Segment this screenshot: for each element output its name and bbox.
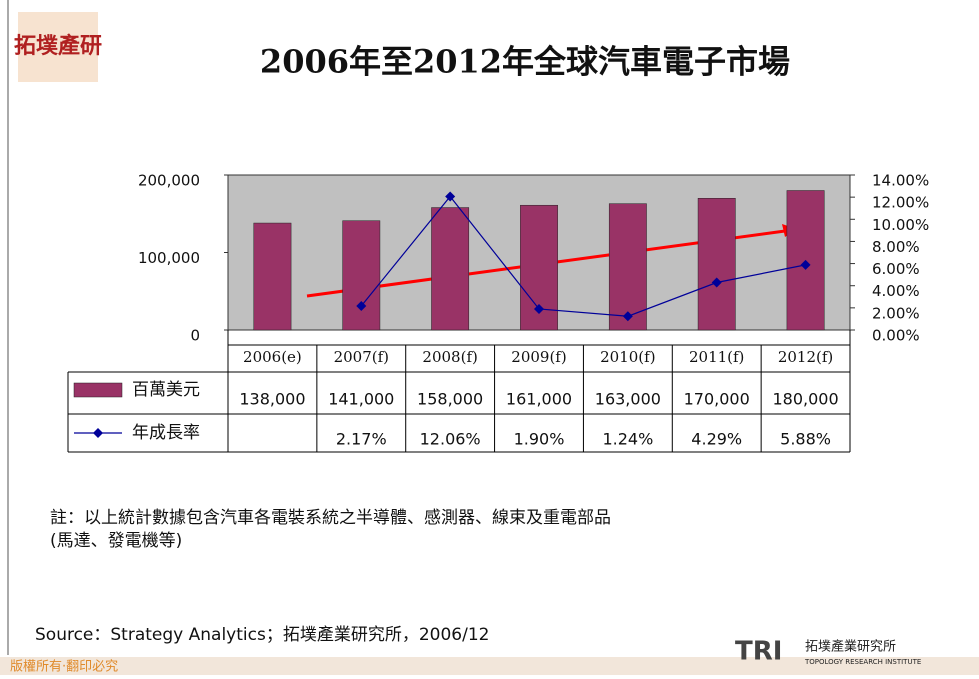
brand-logo: TRI <box>735 637 782 667</box>
bar <box>697 198 736 331</box>
table-value: 161,000 <box>506 390 572 409</box>
y2-tick-label: 12.00% <box>872 194 929 212</box>
table-value: 158,000 <box>417 390 483 409</box>
note: 註：以上統計數據包含汽車各電裝系統之半導體、感測器、線束及重電部品 <box>50 508 611 528</box>
table-value: 1.90% <box>514 430 565 449</box>
y2-tick-label: 4.00% <box>872 282 920 300</box>
table-value: 5.88% <box>780 430 831 449</box>
x-tick-label: 2010(f) <box>600 348 655 366</box>
line <box>360 195 806 317</box>
y2-tick-label: 10.00% <box>872 216 929 234</box>
y2-tick-label: 14.00% <box>872 172 929 190</box>
x-tick-label: 2008(f) <box>422 348 477 366</box>
table-value: 4.29% <box>691 430 742 449</box>
table-value: 12.06% <box>420 430 481 449</box>
table-value: 170,000 <box>684 390 750 409</box>
x-tick-label: 2012(f) <box>778 348 833 366</box>
y2-tick-label: 8.00% <box>872 238 920 256</box>
table-value: 141,000 <box>328 390 394 409</box>
copyright: 版權所有‧翻印必究 <box>10 660 118 675</box>
x-tick-label: 2006(e) <box>243 348 302 366</box>
source: Source：Strategy Analytics；拓墣產業研究所，2006/1… <box>35 625 489 645</box>
note: (馬達、發電機等) <box>50 531 182 551</box>
x-tick-label: 2009(f) <box>511 348 566 366</box>
chart-title: 2006年至2012年全球汽車電子市場 <box>260 43 790 81</box>
brand-name: 拓墣產業研究所 <box>805 639 896 655</box>
y-tick-label: 100,000 <box>138 249 200 267</box>
marker <box>711 277 722 288</box>
y-tick-label: 0 <box>190 327 200 345</box>
marker <box>622 311 633 322</box>
marker <box>534 303 544 314</box>
x-tick-label: 2007(f) <box>334 348 389 366</box>
y2-tick-label: 2.00% <box>872 304 920 322</box>
bar <box>253 222 292 331</box>
x-tick-label: 2011(f) <box>689 348 744 366</box>
table-value: 138,000 <box>239 390 305 409</box>
table-value: 2.17% <box>336 430 387 449</box>
legend-label: 百萬美元 <box>132 380 200 400</box>
table-value: 1.24% <box>602 430 653 449</box>
bar <box>608 203 647 331</box>
chart: 0 100,000 200,000 0.00% 2.00% 4.00% 6.00% 8.00%… <box>67 172 929 453</box>
bar <box>431 207 470 331</box>
marker <box>445 191 456 202</box>
y2-tick-label: 6.00% <box>872 260 920 278</box>
marker <box>800 259 811 270</box>
logo-text: 拓墣產研 <box>14 33 102 59</box>
logo-box <box>18 12 98 82</box>
y-tick-label: 200,000 <box>138 172 200 190</box>
legend-swatch <box>73 382 123 398</box>
bar <box>342 220 381 331</box>
brand-name-en: TOPOLOGY RESEARCH INSTITUTE <box>804 658 921 666</box>
legend-label: 年成長率 <box>132 423 200 443</box>
y2-tick-label: 0.00% <box>872 327 920 345</box>
footer-bar <box>0 657 979 675</box>
legend-marker <box>93 428 103 438</box>
table-value: 163,000 <box>595 390 661 409</box>
marker <box>356 300 367 311</box>
table-value: 180,000 <box>772 390 838 409</box>
